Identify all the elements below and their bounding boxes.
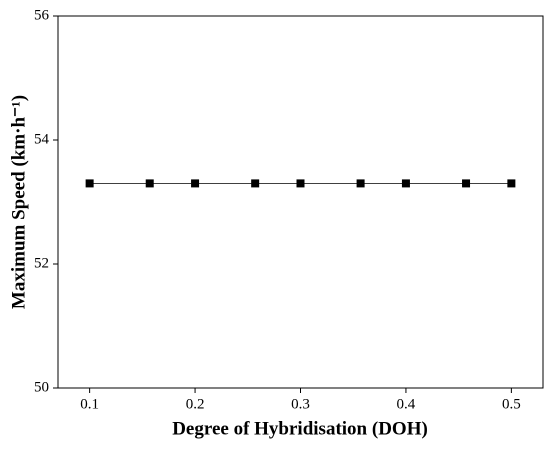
y-tick-label: 52	[34, 255, 49, 271]
x-tick-label: 0.1	[80, 396, 99, 412]
marker	[296, 179, 305, 188]
y-tick-label: 56	[34, 7, 50, 23]
x-axis-label: Degree of Hybridisation (DOH)	[172, 418, 428, 439]
x-tick-label: 0.2	[186, 396, 205, 412]
x-tick-label: 0.5	[502, 396, 521, 412]
y-tick-label: 54	[34, 131, 50, 147]
marker	[145, 179, 154, 188]
x-tick-label: 0.3	[291, 396, 310, 412]
plot-frame	[57, 15, 544, 389]
marker	[85, 179, 94, 188]
marker	[356, 179, 365, 188]
y-axis-label: Maximum Speed (km·h⁻¹)	[8, 95, 29, 309]
marker	[462, 179, 471, 188]
marker	[191, 179, 200, 188]
x-tick-label: 0.4	[397, 396, 416, 412]
marker	[251, 179, 260, 188]
marker	[507, 179, 516, 188]
marker	[401, 179, 410, 188]
y-tick-label: 50	[34, 379, 49, 395]
